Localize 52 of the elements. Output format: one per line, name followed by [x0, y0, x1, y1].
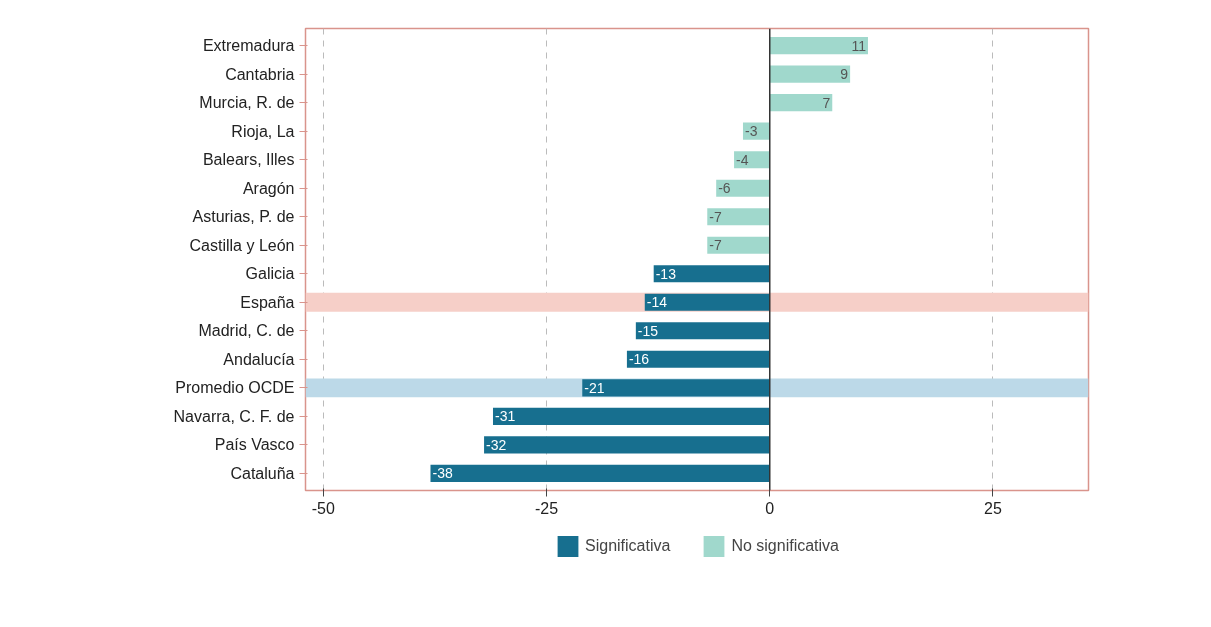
y-tick-label: Andalucía	[223, 350, 295, 368]
data-label: 9	[840, 66, 849, 83]
x-tick-label: -25	[535, 499, 559, 517]
bar	[492, 407, 770, 425]
bar	[635, 322, 770, 340]
data-label: -21	[584, 379, 605, 396]
bar	[430, 464, 770, 482]
y-tick-label: Asturias, P. de	[192, 208, 295, 226]
y-tick-label: España	[240, 293, 295, 311]
data-label: -6	[718, 180, 731, 197]
y-tick-label: Aragón	[242, 179, 295, 197]
data-label: -7	[709, 208, 722, 225]
x-tick-label: 25	[984, 499, 1002, 517]
data-label: -31	[494, 408, 516, 425]
x-tick-label: -50	[311, 499, 336, 517]
data-label: -7	[709, 237, 722, 254]
y-tick-label: Cantabria	[225, 65, 295, 83]
bar	[769, 37, 868, 55]
y-tick-label: País Vasco	[214, 436, 295, 454]
y-tick-label: Navarra, C. F. de	[173, 407, 295, 425]
bar	[653, 265, 770, 283]
data-label: -15	[637, 322, 659, 339]
y-tick-label: Castilla y León	[189, 236, 295, 254]
legend-label: Significativa	[585, 537, 671, 555]
y-tick-label: Galicia	[245, 265, 295, 283]
bar	[582, 379, 770, 397]
y-tick-label: Cataluña	[230, 464, 295, 482]
legend-label: No significativa	[731, 537, 839, 555]
data-label: 11	[851, 37, 867, 54]
data-label: -38	[432, 465, 453, 482]
y-tick-label: Rioja, La	[231, 122, 295, 140]
bar	[769, 94, 833, 112]
data-label: -3	[744, 123, 758, 140]
x-tick-label: 0	[765, 499, 775, 517]
data-label: -32	[486, 436, 507, 453]
y-tick-label: Promedio OCDE	[175, 379, 295, 397]
y-tick-label: Murcia, R. de	[199, 94, 295, 112]
bar	[707, 208, 770, 226]
data-label: -4	[736, 151, 749, 168]
y-tick-label: Madrid, C. de	[198, 322, 295, 340]
data-label: 7	[822, 94, 831, 111]
bar	[484, 436, 770, 454]
data-label: -13	[655, 265, 677, 282]
y-tick-label: Balears, Illes	[202, 151, 295, 169]
bar	[626, 350, 770, 368]
bar	[707, 236, 770, 254]
bar	[769, 65, 851, 83]
y-tick-label: Extremadura	[202, 37, 295, 55]
bar	[716, 179, 770, 197]
data-label: -16	[628, 351, 650, 368]
bar	[644, 293, 770, 311]
data-label: -14	[646, 294, 668, 311]
